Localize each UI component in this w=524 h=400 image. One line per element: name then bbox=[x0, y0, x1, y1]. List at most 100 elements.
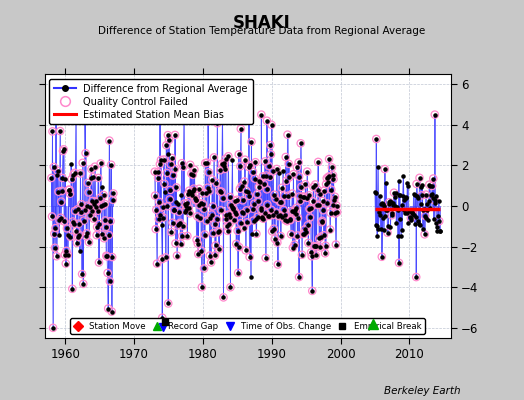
Point bbox=[294, 159, 303, 166]
Point bbox=[155, 216, 163, 222]
Point bbox=[233, 196, 241, 203]
Point bbox=[162, 142, 170, 148]
Point bbox=[431, 112, 439, 118]
Point bbox=[315, 235, 323, 242]
Point bbox=[292, 205, 300, 211]
Point bbox=[184, 191, 192, 197]
Point bbox=[233, 196, 241, 203]
Point bbox=[188, 192, 196, 198]
Point bbox=[263, 201, 271, 208]
Point bbox=[72, 228, 81, 234]
Point bbox=[270, 236, 279, 242]
Point bbox=[265, 213, 274, 219]
Point bbox=[229, 206, 237, 212]
Point bbox=[435, 218, 443, 224]
Point bbox=[276, 212, 284, 218]
Point bbox=[105, 232, 113, 238]
Point bbox=[421, 213, 429, 219]
Point bbox=[263, 186, 271, 192]
Point bbox=[213, 120, 222, 126]
Point bbox=[219, 116, 227, 122]
Point bbox=[264, 212, 272, 219]
Point bbox=[287, 231, 296, 238]
Point bbox=[305, 192, 313, 198]
Point bbox=[396, 216, 405, 222]
Point bbox=[378, 254, 386, 260]
Point bbox=[95, 259, 103, 266]
Point bbox=[391, 189, 400, 196]
Point bbox=[192, 197, 200, 203]
Point bbox=[68, 286, 77, 292]
Point bbox=[217, 188, 226, 195]
Point bbox=[108, 254, 116, 260]
Point bbox=[165, 150, 173, 157]
Point bbox=[214, 229, 222, 236]
Point bbox=[372, 136, 380, 142]
Point bbox=[74, 234, 82, 240]
Point bbox=[318, 218, 326, 224]
Point bbox=[268, 212, 277, 218]
Point bbox=[83, 202, 91, 209]
Point bbox=[373, 222, 381, 229]
Point bbox=[91, 204, 100, 210]
Point bbox=[95, 259, 103, 266]
Point bbox=[255, 178, 264, 184]
Point bbox=[279, 207, 288, 213]
Point bbox=[388, 210, 396, 217]
Point bbox=[378, 254, 386, 260]
Point bbox=[256, 179, 264, 186]
Point bbox=[239, 210, 247, 217]
Point bbox=[241, 156, 249, 163]
Point bbox=[183, 200, 191, 206]
Point bbox=[100, 235, 108, 242]
Point bbox=[98, 184, 106, 190]
Point bbox=[243, 219, 252, 226]
Point bbox=[70, 170, 79, 176]
Point bbox=[327, 186, 335, 193]
Point bbox=[162, 170, 171, 176]
Point bbox=[273, 239, 281, 246]
Point bbox=[311, 181, 320, 188]
Point bbox=[60, 218, 68, 224]
Point bbox=[286, 217, 294, 223]
Point bbox=[261, 255, 270, 261]
Point bbox=[213, 216, 221, 222]
Point bbox=[101, 201, 109, 207]
Point bbox=[224, 228, 232, 234]
Point bbox=[386, 224, 395, 230]
Point bbox=[219, 116, 227, 122]
Point bbox=[214, 228, 223, 235]
Point bbox=[174, 208, 183, 215]
Point bbox=[182, 207, 190, 213]
Point bbox=[264, 212, 272, 219]
Point bbox=[379, 200, 387, 207]
Point bbox=[401, 195, 410, 202]
Point bbox=[283, 218, 291, 224]
Point bbox=[80, 217, 88, 224]
Point bbox=[221, 166, 229, 172]
Point bbox=[272, 166, 281, 172]
Point bbox=[325, 156, 333, 162]
Point bbox=[66, 186, 74, 193]
Point bbox=[64, 187, 73, 193]
Point bbox=[281, 154, 290, 160]
Point bbox=[257, 214, 266, 221]
Point bbox=[295, 173, 303, 180]
Point bbox=[85, 239, 93, 246]
Point bbox=[320, 187, 329, 194]
Point bbox=[395, 260, 403, 266]
Point bbox=[312, 252, 320, 259]
Point bbox=[223, 223, 231, 230]
Point bbox=[70, 220, 78, 227]
Point bbox=[285, 161, 293, 167]
Point bbox=[176, 220, 184, 226]
Point bbox=[194, 251, 202, 257]
Point bbox=[254, 214, 262, 220]
Point bbox=[66, 190, 74, 197]
Point bbox=[84, 180, 92, 186]
Point bbox=[220, 162, 228, 169]
Point bbox=[75, 232, 83, 238]
Point bbox=[257, 112, 266, 118]
Point bbox=[190, 166, 199, 173]
Point bbox=[413, 192, 421, 199]
